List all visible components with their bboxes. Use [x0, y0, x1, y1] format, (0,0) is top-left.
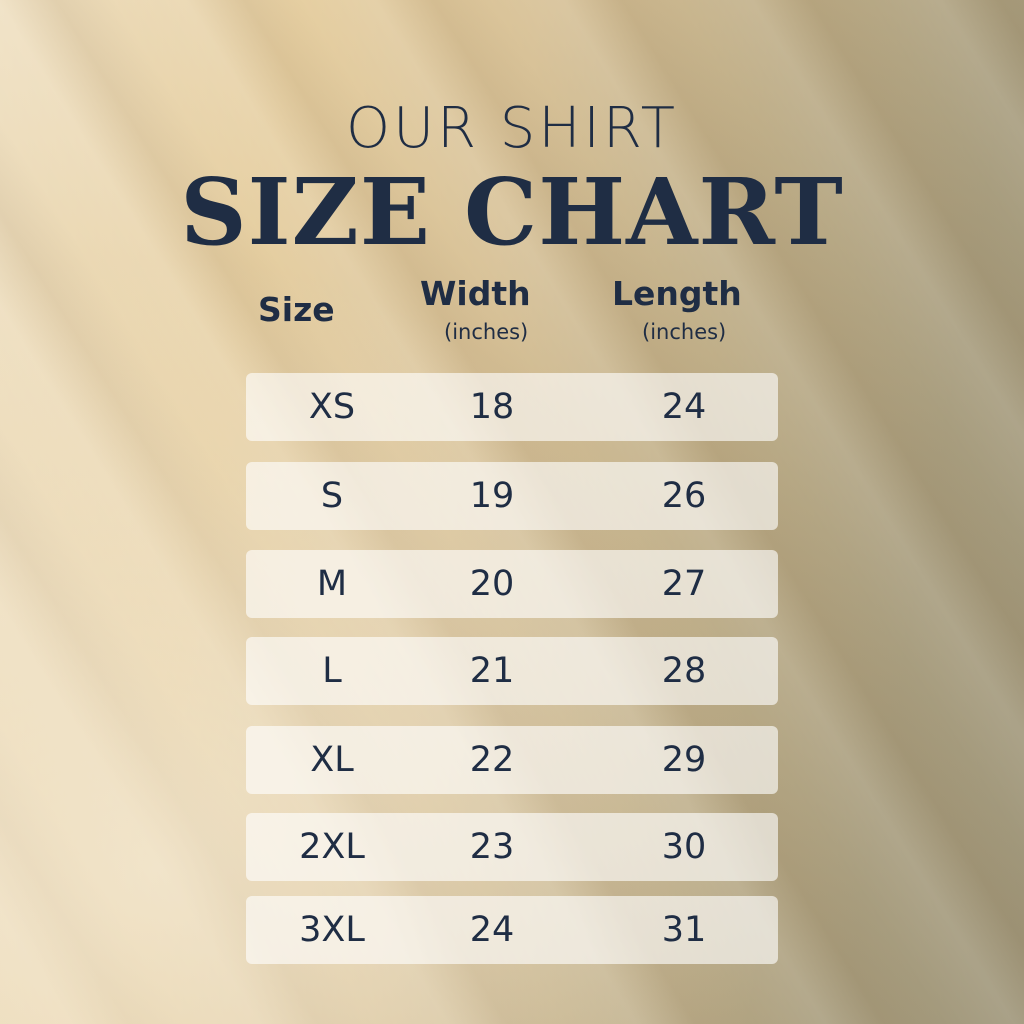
cell-width: 22: [469, 740, 515, 780]
cell-size: 3XL: [299, 910, 365, 950]
header-length-unit: (inches): [642, 320, 727, 344]
cell-length: 27: [661, 564, 707, 604]
cell-size: 2XL: [299, 827, 365, 867]
cell-size: S: [320, 476, 344, 516]
cell-length: 31: [661, 910, 707, 950]
table-row: XL 22 29: [246, 726, 778, 794]
table-row: S 19 26: [246, 462, 778, 530]
title-line-2: SIZE CHART: [180, 158, 844, 266]
cell-width: 24: [469, 910, 515, 950]
cell-length: 29: [661, 740, 707, 780]
table-row: 3XL 24 31: [246, 896, 778, 964]
cell-width: 18: [469, 387, 515, 427]
cell-size: XS: [308, 387, 356, 427]
table-row: M 20 27: [246, 550, 778, 618]
cell-width: 19: [469, 476, 515, 516]
cell-width: 20: [469, 564, 515, 604]
header-width: Width: [420, 274, 531, 313]
cell-length: 24: [661, 387, 707, 427]
table-row: XS 18 24: [246, 373, 778, 441]
cell-length: 26: [661, 476, 707, 516]
table-row: L 21 28: [246, 637, 778, 705]
header-size: Size: [258, 290, 335, 329]
cell-size: XL: [310, 740, 354, 780]
header-width-unit: (inches): [444, 320, 529, 344]
header-length: Length: [612, 274, 742, 313]
cell-length: 28: [661, 651, 707, 691]
cell-length: 30: [661, 827, 707, 867]
cell-size: M: [316, 564, 348, 604]
cell-width: 23: [469, 827, 515, 867]
title-line-1: OUR SHIRT: [346, 96, 678, 161]
table-row: 2XL 23 30: [246, 813, 778, 881]
cell-size: L: [322, 651, 342, 691]
cell-width: 21: [469, 651, 515, 691]
